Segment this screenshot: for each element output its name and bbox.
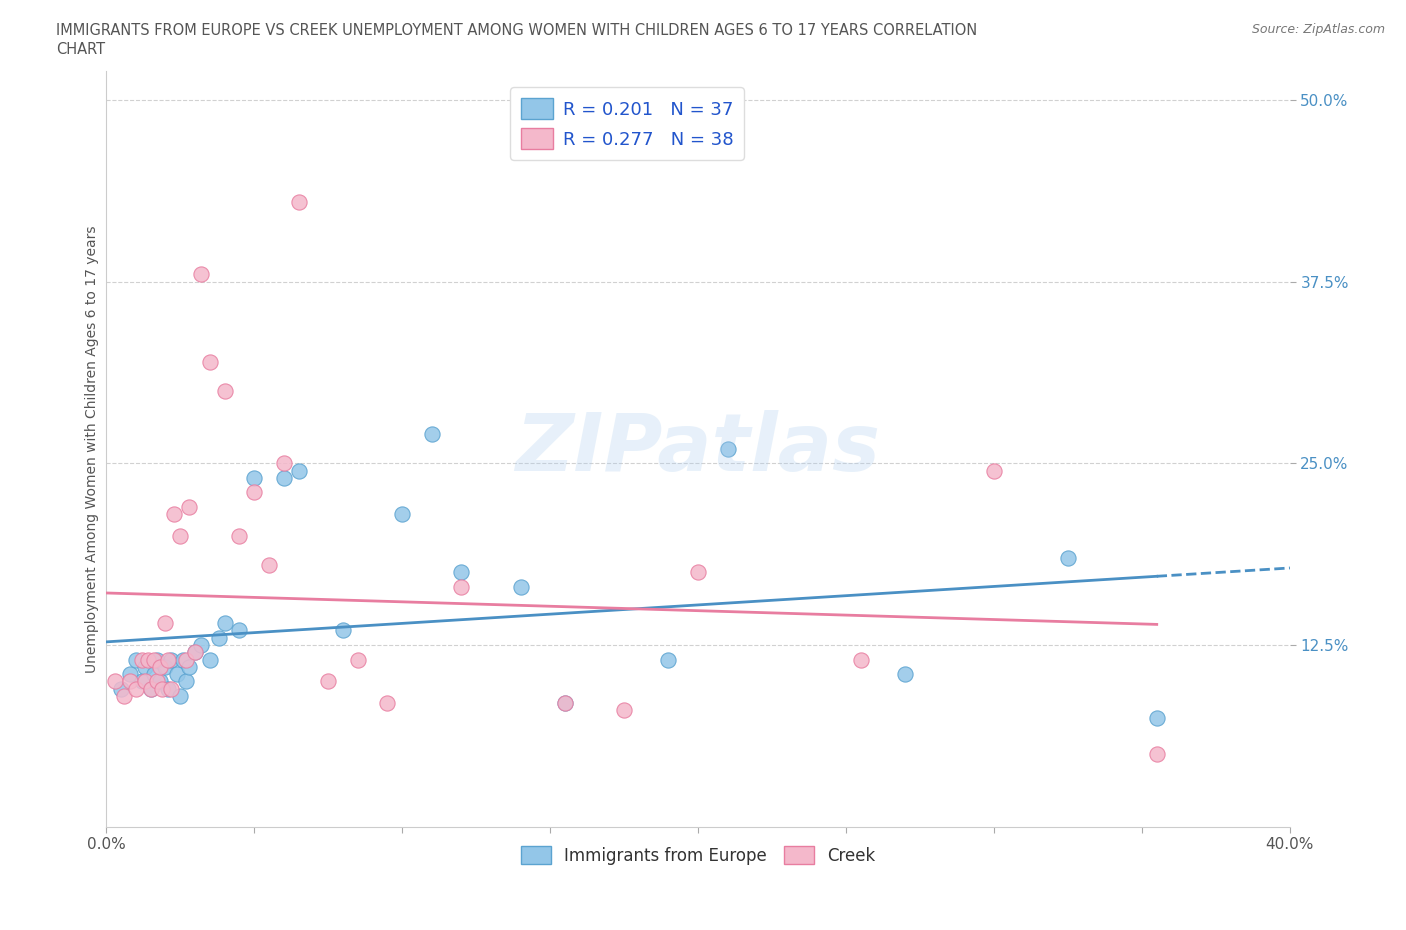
Point <box>198 652 221 667</box>
Point <box>152 681 174 696</box>
Point <box>174 652 197 667</box>
Point <box>243 485 266 499</box>
Point <box>190 638 212 653</box>
Point <box>160 652 183 667</box>
Point <box>420 427 443 442</box>
Point <box>214 383 236 398</box>
Point <box>273 471 295 485</box>
Point <box>983 463 1005 478</box>
Point <box>160 681 183 696</box>
Point <box>198 354 221 369</box>
Point <box>243 471 266 485</box>
Point <box>257 558 280 573</box>
Point <box>166 667 188 682</box>
Point <box>190 267 212 282</box>
Point <box>177 499 200 514</box>
Point <box>118 667 141 682</box>
Point <box>450 565 472 579</box>
Point <box>142 667 165 682</box>
Point <box>169 688 191 703</box>
Text: IMMIGRANTS FROM EUROPE VS CREEK UNEMPLOYMENT AMONG WOMEN WITH CHILDREN AGES 6 TO: IMMIGRANTS FROM EUROPE VS CREEK UNEMPLOY… <box>56 23 977 38</box>
Text: Source: ZipAtlas.com: Source: ZipAtlas.com <box>1251 23 1385 36</box>
Point <box>214 616 236 631</box>
Text: ZIPatlas: ZIPatlas <box>516 410 880 487</box>
Point <box>450 579 472 594</box>
Point <box>657 652 679 667</box>
Point <box>131 652 153 667</box>
Y-axis label: Unemployment Among Women with Children Ages 6 to 17 years: Unemployment Among Women with Children A… <box>86 225 100 672</box>
Point <box>686 565 709 579</box>
Point <box>163 507 186 522</box>
Point <box>172 652 194 667</box>
Point <box>104 674 127 689</box>
Point <box>157 652 180 667</box>
Point <box>316 674 339 689</box>
Point <box>110 681 132 696</box>
Point <box>148 674 170 689</box>
Point <box>509 579 531 594</box>
Point <box>134 659 156 674</box>
Point <box>613 703 636 718</box>
Point <box>125 652 148 667</box>
Point <box>148 659 170 674</box>
Point <box>136 652 159 667</box>
Point <box>1057 551 1080 565</box>
Point <box>112 688 135 703</box>
Point <box>145 652 167 667</box>
Point <box>169 528 191 543</box>
Point <box>1146 747 1168 762</box>
Point <box>131 674 153 689</box>
Point <box>332 623 354 638</box>
Point <box>155 616 177 631</box>
Point <box>184 644 207 659</box>
Point <box>155 659 177 674</box>
Legend: Immigrants from Europe, Creek: Immigrants from Europe, Creek <box>515 840 882 871</box>
Point <box>287 463 309 478</box>
Point <box>125 681 148 696</box>
Point <box>134 674 156 689</box>
Point <box>118 674 141 689</box>
Point <box>139 681 162 696</box>
Text: CHART: CHART <box>56 42 105 57</box>
Point <box>228 528 250 543</box>
Point <box>287 194 309 209</box>
Point <box>228 623 250 638</box>
Point <box>208 631 231 645</box>
Point <box>1146 711 1168 725</box>
Point <box>391 507 413 522</box>
Point <box>377 696 399 711</box>
Point <box>554 696 576 711</box>
Point <box>346 652 368 667</box>
Point <box>139 681 162 696</box>
Point <box>849 652 872 667</box>
Point <box>174 674 197 689</box>
Point <box>717 442 740 457</box>
Point <box>184 644 207 659</box>
Point <box>142 652 165 667</box>
Point <box>894 667 917 682</box>
Point <box>157 681 180 696</box>
Point <box>177 659 200 674</box>
Point <box>273 456 295 471</box>
Point <box>554 696 576 711</box>
Point <box>145 674 167 689</box>
